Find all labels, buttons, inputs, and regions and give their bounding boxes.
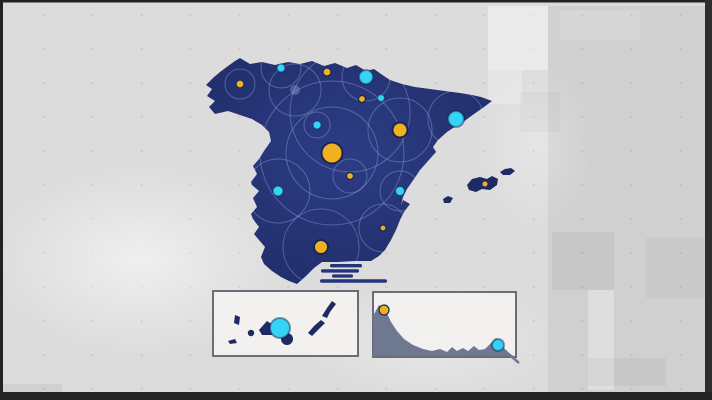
- east-coast-marker: [394, 185, 406, 197]
- background-patch: [588, 290, 614, 390]
- ripple-ring: [224, 68, 256, 100]
- upper-ebro-yellow-marker: [357, 94, 367, 104]
- el-hierro-island: [228, 339, 237, 344]
- menorca-island: [500, 168, 515, 175]
- profile-right-cyan-marker: [491, 338, 505, 352]
- city-markers: [235, 63, 488, 255]
- background-patch: [488, 6, 548, 70]
- profile-markers: [378, 304, 505, 352]
- balearic-small-marker: [482, 181, 488, 187]
- frame-edge-left: [0, 0, 3, 400]
- northeast-coast-large-marker: [447, 110, 465, 128]
- galicia-inland-marker: [235, 79, 245, 89]
- background-patch: [588, 358, 666, 386]
- background-patch: [560, 10, 640, 40]
- background-patch: [646, 238, 706, 298]
- ripple-ring: [285, 106, 379, 200]
- ripple-ring: [332, 158, 368, 194]
- ripple-ring: [282, 208, 360, 284]
- ibiza-island: [443, 196, 453, 203]
- frame-edge-right: [705, 0, 712, 400]
- ripple-ring: [260, 58, 302, 89]
- north-coast-center-marker: [322, 67, 332, 77]
- la-gomera-island: [247, 329, 255, 337]
- north-soft-glow: [290, 85, 300, 95]
- la-palma-island: [234, 315, 240, 325]
- frame-edge-top: [0, 0, 712, 3]
- ripple-ring: [367, 97, 433, 163]
- canary-markers: [269, 317, 291, 339]
- center-large-marker: [320, 141, 344, 165]
- canary-large-cyan-marker: [269, 317, 291, 339]
- lanzarote-island: [322, 301, 336, 318]
- ripple-ring: [303, 111, 331, 139]
- south-coast-stripes: [320, 264, 387, 283]
- spain-mainland-silhouette: [206, 58, 492, 284]
- south-large-marker: [313, 239, 329, 255]
- north-coast-east-large-marker: [358, 69, 374, 85]
- canary-inset-box: [212, 290, 359, 357]
- fuerteventura-island: [308, 320, 325, 336]
- ripple-ring: [268, 63, 322, 117]
- north-meseta-marker: [312, 120, 322, 130]
- west-center-marker: [272, 185, 284, 197]
- ebro-valley-large-marker: [391, 121, 409, 139]
- southeast-small-marker: [379, 224, 387, 232]
- north-coast-west-marker: [276, 63, 286, 73]
- center-east-small-marker: [345, 171, 355, 181]
- soft-light-glow: [475, 60, 595, 230]
- profile-inset-box: [372, 291, 520, 364]
- frame-edge-bottom: [0, 392, 712, 400]
- background-patch: [552, 232, 614, 290]
- profile-peak-yellow-marker: [378, 304, 390, 316]
- upper-ebro-cyan-marker: [376, 93, 386, 103]
- terrain-profile-silhouette: [373, 305, 514, 356]
